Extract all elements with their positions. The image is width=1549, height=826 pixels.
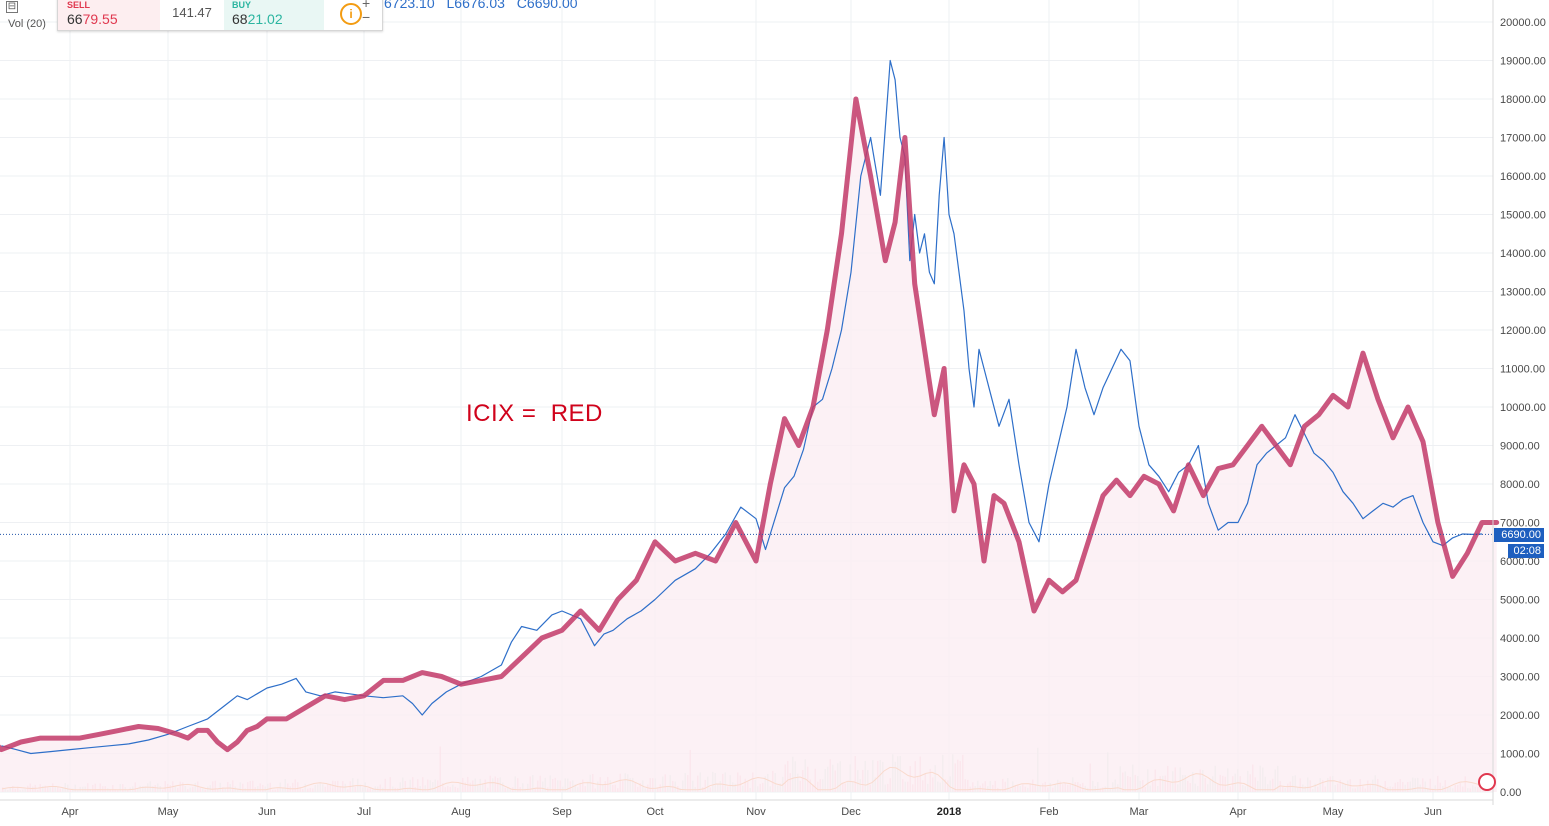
y-tick-label: 20000.00 — [1500, 17, 1546, 29]
candle-countdown-tag: 02:08 — [1508, 544, 1544, 558]
y-tick-label: 19000.00 — [1500, 56, 1546, 68]
y-tick-label: 2000.00 — [1500, 710, 1540, 722]
buy-title: BUY — [232, 0, 252, 10]
x-tick-label: Oct — [646, 806, 663, 818]
x-tick-label: Aug — [451, 806, 471, 818]
x-tick-label: Dec — [841, 806, 861, 818]
y-tick-label: 1000.00 — [1500, 749, 1540, 761]
icix-series-line — [0, 96, 1500, 753]
info-button[interactable]: i — [324, 0, 378, 30]
y-tick-label: 6000.00 — [1500, 556, 1540, 568]
y-tick-label: 9000.00 — [1500, 441, 1540, 453]
y-tick-label: 16000.00 — [1500, 171, 1546, 183]
ohlc-readout: 6723.10 L6676.03 C6690.00 — [384, 0, 586, 11]
y-tick-label: 7000.00 — [1500, 518, 1540, 530]
y-tick-label: 8000.00 — [1500, 479, 1540, 491]
x-tick-label: Apr — [1229, 806, 1246, 818]
alert-clock-icon[interactable] — [1478, 773, 1496, 791]
volume-legend-label: Vol (20) — [8, 18, 46, 30]
x-tick-label: May — [1323, 806, 1344, 818]
x-tick-label: Jun — [1424, 806, 1442, 818]
sell-button[interactable]: SELL 6679.55 — [58, 0, 160, 30]
spread-value: 141.47 — [172, 5, 212, 20]
y-tick-label: 11000.00 — [1500, 364, 1545, 376]
x-tick-label: Apr — [61, 806, 78, 818]
ohlc-high: 6723.10 — [384, 0, 435, 11]
x-tick-label: May — [158, 806, 179, 818]
y-tick-label: 10000.00 — [1500, 402, 1546, 414]
info-icon: i — [340, 2, 362, 25]
icix-annotation: ICIX = RED — [466, 400, 603, 427]
buy-price: 6821.02 — [232, 11, 283, 27]
y-tick-label: 5000.00 — [1500, 595, 1540, 607]
zoom-out-icon[interactable]: − — [362, 9, 371, 25]
x-tick-label: Mar — [1130, 806, 1149, 818]
y-axis: 20000.00 19000.00 18000.00 17000.00 16000.00… — [1492, 0, 1546, 805]
zoom-in-icon[interactable]: + — [362, 0, 371, 11]
x-tick-label: 2018 — [937, 806, 961, 818]
trade-panel: SELL 6679.55 141.47 BUY 6821.02 i — [57, 0, 383, 31]
buy-button[interactable]: BUY 6821.02 — [224, 0, 324, 30]
y-tick-label: 13000.00 — [1500, 287, 1546, 299]
y-tick-label: 3000.00 — [1500, 672, 1540, 684]
sell-title: SELL — [67, 0, 91, 10]
x-tick-label: Jul — [357, 806, 371, 818]
y-tick-label: 15000.00 — [1500, 210, 1546, 222]
y-tick-label: 18000.00 — [1500, 94, 1546, 106]
y-tick-label: 4000.00 — [1500, 633, 1540, 645]
ohlc-close: C6690.00 — [516, 0, 578, 11]
collapse-icon[interactable]: ⊟ — [6, 1, 18, 13]
y-tick-label: 17000.00 — [1500, 133, 1546, 145]
series-lines — [0, 59, 1500, 755]
sell-price: 6679.55 — [67, 11, 118, 27]
x-tick-label: Feb — [1040, 806, 1059, 818]
zoom-control: + − — [362, 0, 376, 24]
y-tick-label: 12000.00 — [1500, 325, 1546, 337]
y-tick-label: 14000.00 — [1500, 248, 1546, 260]
x-axis: Apr May Jun Jul Aug Sep Oct Nov Dec 2018 Feb Mar Apr… — [0, 799, 1493, 818]
y-tick-label: 0.00 — [1500, 787, 1521, 799]
x-tick-label: Sep — [552, 806, 572, 818]
icix-area-fill — [0, 99, 1497, 792]
last-price-tag: 6690.00 — [1494, 528, 1544, 542]
ohlc-low: L6676.03 — [446, 0, 505, 11]
x-tick-label: Nov — [746, 806, 766, 818]
x-tick-label: Jun — [258, 806, 276, 818]
icix-area — [0, 99, 1497, 792]
